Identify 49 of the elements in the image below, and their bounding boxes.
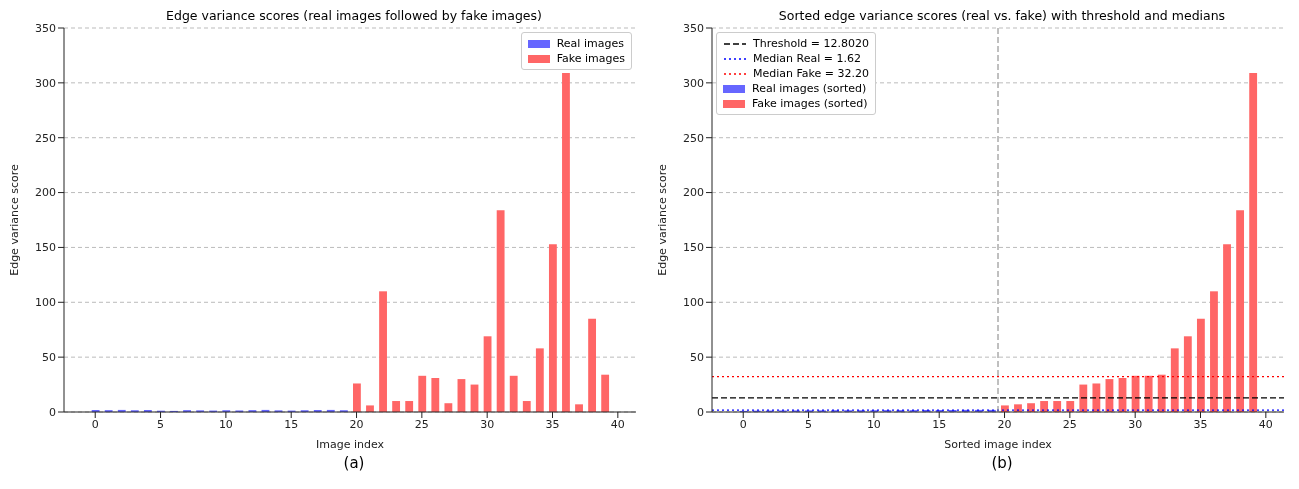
x-tick-label: 0 xyxy=(739,417,747,431)
y-tick-label: 350 xyxy=(683,21,704,35)
legend-label: Fake images (sorted) xyxy=(752,96,868,111)
x-tick-label: 0 xyxy=(91,417,99,431)
x-tick-label: 35 xyxy=(545,417,560,431)
y-tick-label: 300 xyxy=(35,76,56,90)
y-tick-label: 0 xyxy=(697,405,704,419)
y-tick-label: 50 xyxy=(42,351,56,365)
x-tick-label: 5 xyxy=(805,417,813,431)
legend-label: Threshold = 12.8020 xyxy=(753,36,869,51)
legend-label: Median Fake = 32.20 xyxy=(753,66,870,81)
y-tick-label: 200 xyxy=(35,186,56,200)
x-tick-label: 20 xyxy=(997,417,1012,431)
x-tick-label: 20 xyxy=(349,417,364,431)
legend-label: Median Real = 1.62 xyxy=(753,51,861,66)
x-tick-label: 5 xyxy=(157,417,165,431)
y-tick-label: 200 xyxy=(683,186,704,200)
y-tick-label: 150 xyxy=(35,241,56,255)
y-tick-label: 350 xyxy=(35,21,56,35)
y-tick-label: 150 xyxy=(683,241,704,255)
text: (a) xyxy=(342,454,366,472)
y-tick-label: 100 xyxy=(683,296,704,310)
y-axis-title: Edge variance score xyxy=(655,163,669,276)
x-axis-title: Sorted image index xyxy=(944,438,1053,451)
chart-title: Sorted edge variance scores (real vs. fake) with threshold and medians xyxy=(778,8,1226,23)
y-tick-label: 250 xyxy=(35,131,56,145)
chart-title: Edge variance scores (real images followed by fake images) xyxy=(166,8,542,23)
x-tick-label: 40 xyxy=(1258,417,1273,431)
x-tick-label: 25 xyxy=(1062,417,1077,431)
y-tick-label: 300 xyxy=(683,76,704,90)
y-tick-label: 100 xyxy=(35,296,56,310)
x-tick-label: 30 xyxy=(1128,417,1143,431)
x-tick-label: 10 xyxy=(866,417,881,431)
text: (b) xyxy=(990,454,1014,472)
x-tick-label: 30 xyxy=(480,417,495,431)
y-tick-label: 50 xyxy=(690,351,704,365)
legend-label: Real images (sorted) xyxy=(752,81,867,96)
x-axis-title: Image index xyxy=(315,438,385,451)
legend-label: Fake images xyxy=(556,51,625,66)
y-tick-label: 0 xyxy=(49,405,56,419)
x-tick-label: 10 xyxy=(218,417,233,431)
x-tick-label: 40 xyxy=(610,417,625,431)
y-tick-label: 250 xyxy=(683,131,704,145)
y-axis-title: Edge variance score xyxy=(7,163,21,276)
x-tick-label: 25 xyxy=(414,417,429,431)
legend-label: Real images xyxy=(556,36,624,51)
x-tick-label: 15 xyxy=(932,417,947,431)
x-tick-label: 15 xyxy=(284,417,299,431)
x-tick-label: 35 xyxy=(1193,417,1208,431)
